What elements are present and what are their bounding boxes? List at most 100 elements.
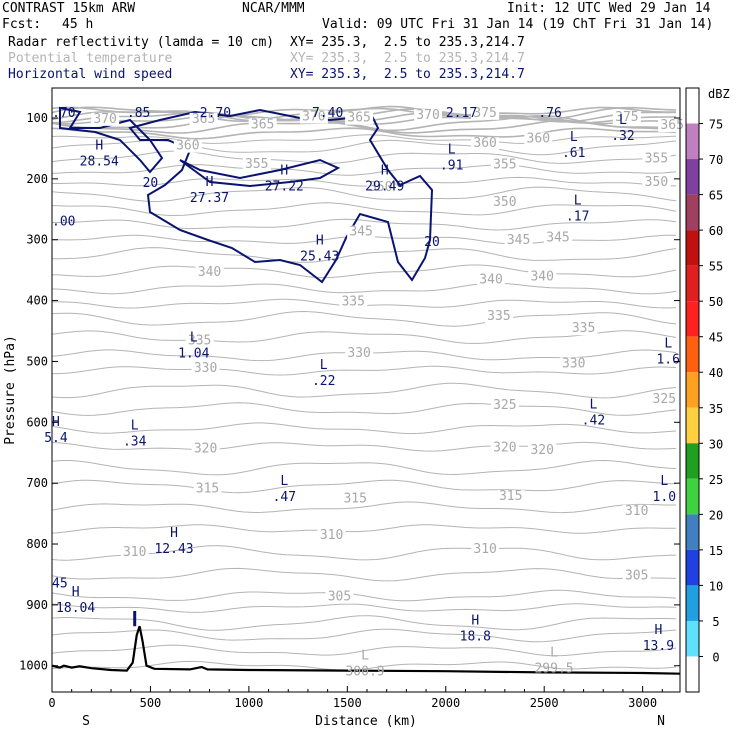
extremum-kind: H xyxy=(95,139,103,154)
theta-contour-line xyxy=(52,501,676,514)
theta-contour-label: 345 xyxy=(507,233,530,248)
theta-label-bg xyxy=(471,106,500,120)
theta-label-bg xyxy=(414,109,443,123)
theta-label-bg xyxy=(650,392,679,406)
theta-contour-line xyxy=(52,479,677,494)
extremum-kind: L xyxy=(280,474,288,489)
theta-label-bg xyxy=(191,361,220,375)
theta-contour-label: 315 xyxy=(499,489,522,504)
extremum-value: .47 xyxy=(273,490,296,505)
theta-label-bg xyxy=(341,492,370,506)
field-theta-name: Potential temperature xyxy=(8,51,173,66)
extremum-value: 5.4 xyxy=(44,431,68,446)
theta-contour-label: 305 xyxy=(625,568,648,583)
theta-label-bg xyxy=(490,398,519,412)
south-label: S xyxy=(82,714,90,729)
theta-contour-line xyxy=(52,524,676,534)
extremum-value: 45 xyxy=(52,576,68,591)
extremum-kind: H xyxy=(72,585,80,600)
theta-label-bg xyxy=(248,118,277,132)
extremum-value: .00 xyxy=(52,214,75,229)
potential-temperature-contours xyxy=(52,105,677,671)
theta-contour-line xyxy=(52,459,677,476)
x-tick-label: 500 xyxy=(140,696,162,710)
theta-contour-line xyxy=(52,422,677,435)
field-radar-name: Radar reflectivity (lamda = 10 cm) xyxy=(8,35,275,50)
theta-label-bg xyxy=(642,176,671,190)
wind-contour-line xyxy=(128,108,434,284)
theta-label-bg xyxy=(317,529,346,543)
theta-contour-line xyxy=(52,589,677,602)
extremum-value: 18.04 xyxy=(56,601,95,616)
extremum-kind: L xyxy=(190,330,198,345)
y-tick-label: 500 xyxy=(26,354,48,368)
colorbar-frame xyxy=(685,87,700,693)
y-tick-label: 300 xyxy=(26,233,48,247)
theta-label-bg xyxy=(490,158,519,172)
north-label: N xyxy=(657,714,665,729)
extremum-value: 1.0 xyxy=(653,490,676,505)
colorbar-segment xyxy=(686,620,699,657)
x-tick-label: 2500 xyxy=(530,696,559,710)
colorbar-level-label: 5 xyxy=(712,615,719,629)
theta-contour-label: 340 xyxy=(479,273,502,288)
theta-contour-label: 310 xyxy=(320,528,343,543)
theta-contour-label: 370 xyxy=(93,112,116,127)
theta-label-bg xyxy=(185,334,214,348)
extremum-value: 12.43 xyxy=(154,542,193,557)
extremum-value: .61 xyxy=(562,146,585,161)
colorbar-level-label: 15 xyxy=(709,544,723,558)
theta-label-bg xyxy=(543,231,572,245)
theta-label-bg xyxy=(612,111,641,125)
theta-label-bg xyxy=(193,482,222,496)
theta-contour-line xyxy=(52,545,677,561)
theta-contour-label: 310 xyxy=(625,504,648,519)
theta-contour-label: 345 xyxy=(546,231,569,246)
x-tick-label: 3000 xyxy=(628,696,657,710)
colorbar-level-label: 35 xyxy=(709,402,723,416)
colorbar-segment xyxy=(686,656,699,692)
field-theta-xy: XY= 235.3, 2.5 to 235.3,214.7 xyxy=(290,51,525,66)
theta-label-bg xyxy=(658,118,687,132)
theta-contour-label: 335 xyxy=(341,294,364,309)
extremum-kind: L xyxy=(664,337,672,352)
extremum-kind: L xyxy=(590,397,598,412)
theta-contour-label: 310 xyxy=(473,542,496,557)
theta-contour-label: 365 xyxy=(192,112,215,127)
theta-contour-line xyxy=(52,186,677,203)
extremum-kind: L xyxy=(574,194,582,209)
theta-contour-line xyxy=(52,567,677,582)
extremum-value: .34 xyxy=(123,435,147,450)
y-tick-label: 100 xyxy=(26,111,48,125)
theta-contour-label: 375 xyxy=(473,106,496,121)
theta-contour-label: 305 xyxy=(328,590,351,605)
theta-contour-label: 360 xyxy=(176,139,199,154)
theta-label-bg xyxy=(622,504,651,518)
theta-label-bg xyxy=(339,295,368,309)
init-time: Init: 12 UTC Wed 29 Jan 14 xyxy=(507,1,711,16)
theta-contour-line xyxy=(52,150,677,164)
plot-frame xyxy=(51,87,681,693)
y-tick-label: 1000 xyxy=(19,659,48,673)
theta-contour-label: 350 xyxy=(493,195,516,210)
theta-contour-label: 325 xyxy=(653,392,676,407)
theta-contour-line xyxy=(52,134,677,144)
colorbar-segment xyxy=(686,549,699,586)
x-tick-label: 1500 xyxy=(333,696,362,710)
theta-label-bg xyxy=(242,157,271,171)
theta-contour-label: 365 xyxy=(347,111,370,126)
colorbar-level-label: 0 xyxy=(712,650,719,664)
colorbar-segment xyxy=(686,301,699,337)
extremum-kind: L xyxy=(660,474,668,489)
theta-label-bg xyxy=(477,273,506,287)
theta-contour-label: 330 xyxy=(562,357,585,372)
extremum-value: 25.43 xyxy=(300,250,339,265)
theta-contour-label: 360 xyxy=(527,131,550,146)
theta-contour-line xyxy=(52,106,677,117)
theta-contour-line xyxy=(52,402,677,416)
theta-contour-label: 355 xyxy=(493,158,516,173)
theta-contour-label: 335 xyxy=(188,333,211,348)
